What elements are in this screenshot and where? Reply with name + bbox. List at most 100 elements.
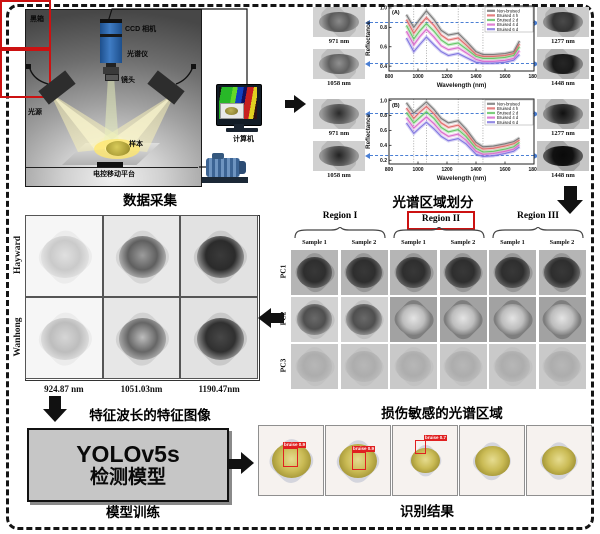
computer-label: 计算机 bbox=[233, 136, 254, 143]
kiwi-body bbox=[395, 351, 432, 382]
section-title-damage-sensitive: 损伤敏感的光谱区域 bbox=[381, 406, 503, 421]
sample-kiwi bbox=[106, 141, 130, 156]
result-image bbox=[459, 425, 525, 496]
x-tick-label: 800 bbox=[385, 167, 394, 173]
side-image-caption: 1448 nm bbox=[551, 80, 575, 87]
y-tick-label: 0.4 bbox=[380, 143, 387, 149]
section-title-spectral-division: 光谱区域划分 bbox=[392, 195, 474, 210]
side-image-left bbox=[313, 7, 365, 37]
kiwi-body bbox=[395, 304, 432, 335]
pc-grid-image bbox=[390, 297, 437, 342]
feature-kiwi-image bbox=[111, 226, 174, 288]
x-tick-label: 1600 bbox=[499, 167, 510, 173]
spectrometer-band bbox=[100, 34, 122, 37]
pc-grid-image bbox=[291, 344, 338, 389]
feature-grid-cell bbox=[25, 297, 103, 379]
series-line bbox=[405, 36, 520, 64]
kiwi-body bbox=[119, 235, 167, 279]
monitor-stand bbox=[234, 124, 244, 128]
feature-wavelength-caption: 1190.47nm bbox=[198, 384, 240, 394]
side-image-right bbox=[537, 99, 589, 129]
detection-label: bruise 0.7 bbox=[424, 435, 448, 441]
spectrometer-label: 光谱仪 bbox=[127, 51, 148, 58]
feature-grid-cell bbox=[180, 215, 258, 297]
x-tick-label: 1400 bbox=[470, 167, 481, 173]
pc-grid-image bbox=[538, 297, 586, 342]
legend-entry-label: Bruised 4 h bbox=[497, 13, 519, 18]
pc-grid-image bbox=[489, 297, 536, 342]
result-kiwi-image bbox=[537, 439, 581, 482]
motor-knob bbox=[212, 153, 224, 159]
connector-arrow-left bbox=[365, 60, 370, 67]
x-tick-label: 800 bbox=[385, 74, 394, 80]
motor-base bbox=[202, 177, 248, 183]
pc-grid-image bbox=[489, 344, 536, 389]
kiwi-body bbox=[543, 103, 583, 125]
platform-label: 电控移动平台 bbox=[93, 171, 135, 178]
y-tick-label: 0.2 bbox=[380, 158, 387, 164]
series-line bbox=[405, 101, 520, 148]
wavelength-side-images: 971 nm 1058 nm 1277 nm 1448 nm 971 nm 1058 nm… bbox=[0, 0, 600, 210]
kiwi-body bbox=[543, 53, 583, 75]
side-image-right bbox=[537, 49, 589, 79]
brace-icon bbox=[294, 227, 386, 239]
kiwi-body bbox=[542, 445, 576, 476]
detection-bounding-box bbox=[283, 448, 298, 467]
dashed-connector-line bbox=[370, 63, 534, 64]
legend-entry-label: Bruised 4 d bbox=[497, 115, 519, 120]
ccd-camera-label: CCD 相机 bbox=[125, 26, 157, 33]
kiwi-body bbox=[196, 317, 244, 361]
feature-grid-cell bbox=[25, 215, 103, 297]
pc-grid-image bbox=[291, 250, 338, 295]
kiwi-body bbox=[41, 317, 89, 361]
section-title-model-training: 模型训练 bbox=[106, 505, 160, 520]
model-name: YOLOv5s bbox=[76, 440, 180, 467]
black-box-label: 黑箱 bbox=[30, 16, 44, 23]
sample-label: Sample 1 bbox=[500, 239, 525, 246]
detection-label: bruise 0.9 bbox=[352, 446, 376, 452]
platform-strip-line bbox=[26, 167, 198, 168]
result-image bbox=[526, 425, 592, 496]
pc-grid-image bbox=[439, 250, 487, 295]
x-tick-label: 1600 bbox=[499, 74, 510, 80]
kiwi-body bbox=[119, 317, 167, 361]
series-line bbox=[405, 22, 520, 59]
sample-label: Sample 1 bbox=[302, 239, 327, 246]
ccd-camera-body bbox=[100, 23, 122, 63]
series-line bbox=[405, 28, 520, 62]
pc-grid-image bbox=[340, 344, 388, 389]
sample-label: Sample 1 bbox=[401, 239, 426, 246]
kiwi-body bbox=[494, 304, 531, 335]
result-image: bruise 0.9 bbox=[258, 425, 324, 496]
legend-entry-label: Bruised 4 h bbox=[497, 106, 519, 111]
result-kiwi-image bbox=[407, 442, 444, 479]
side-image-caption: 1277 nm bbox=[551, 130, 575, 137]
lens-label: 镜头 bbox=[121, 77, 135, 84]
kiwi-body bbox=[319, 11, 359, 33]
y-tick-label: 1.0 bbox=[380, 98, 387, 104]
kiwi-body bbox=[544, 304, 580, 335]
highlighted-cell-border bbox=[0, 49, 51, 98]
y-tick-label: 0.6 bbox=[380, 128, 387, 134]
dashed-connector-line bbox=[370, 155, 534, 156]
kiwi-body bbox=[544, 257, 580, 288]
kiwi-body bbox=[395, 257, 432, 288]
pc-grid-image bbox=[340, 297, 388, 342]
pc-grid-image bbox=[390, 344, 437, 389]
pc-grid-image bbox=[489, 250, 536, 295]
equipment-wires-and-beams bbox=[26, 8, 248, 168]
legend-entry-label: Bruised 2 d bbox=[497, 18, 519, 23]
highlighted-cell-border bbox=[0, 0, 51, 49]
computer-monitor bbox=[216, 84, 262, 126]
light-source-label: 光源 bbox=[28, 109, 42, 116]
result-kiwi-image bbox=[333, 436, 383, 486]
feature-images-panel: Hayward Wanhong 924.87 nm 1051.03nm 1190.47n… bbox=[0, 0, 300, 400]
region-header: Region III bbox=[517, 211, 559, 221]
result-kiwi-image bbox=[470, 439, 515, 483]
kiwi-body bbox=[445, 257, 481, 288]
